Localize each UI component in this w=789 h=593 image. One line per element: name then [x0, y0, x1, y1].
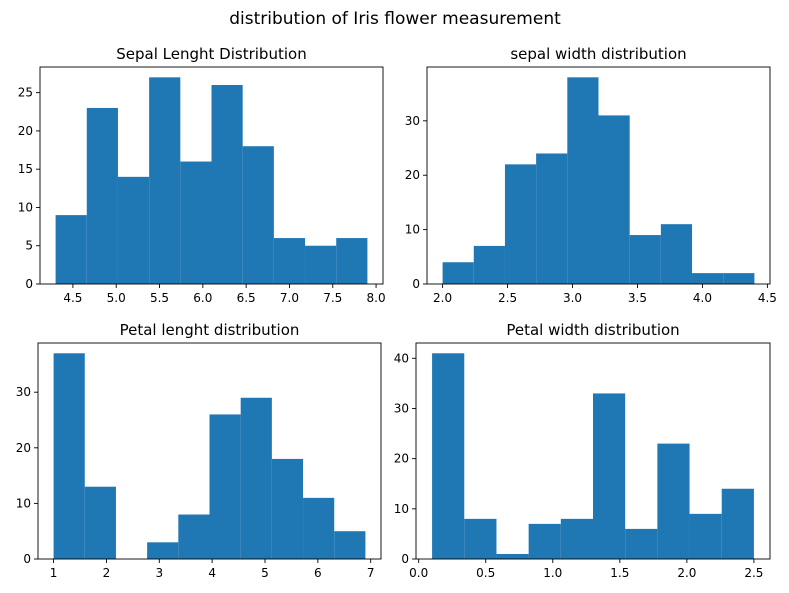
y-tick-label: 20 [405, 168, 420, 182]
y-tick-label: 30 [405, 114, 420, 128]
histogram-bar [149, 77, 181, 284]
histogram-bar [334, 531, 366, 559]
subplots: Sepal Lenght Distribution 4.5 5.0 5.5 6.0 6.5… [16, 45, 777, 580]
histogram-bar [657, 443, 690, 559]
x-tick-label: 4.5 [758, 291, 777, 305]
y-tick-label: 10 [405, 223, 420, 237]
histogram-bar [723, 273, 755, 284]
histogram-bar [305, 245, 337, 284]
y-tick-label: 30 [394, 401, 409, 415]
x-tick-label: 7.5 [323, 291, 342, 305]
y-tick-label: 0 [25, 277, 33, 291]
histogram-panel-4: Petal width distribution 0.0 0.5 1.0 1.5 2.0 2… [394, 321, 771, 580]
histogram-bar [242, 146, 274, 284]
y-tick-label: 0 [401, 552, 409, 566]
x-tick-label: 1 [50, 566, 58, 580]
x-tick-label: 1.0 [543, 566, 562, 580]
histogram-bar [180, 161, 212, 284]
y-tick-label: 5 [25, 239, 33, 253]
x-tick-label: 6 [314, 566, 322, 580]
histogram-bar [660, 224, 693, 284]
histogram-bar [689, 513, 722, 559]
histogram-bar [178, 514, 210, 559]
panel-title: Petal width distribution [506, 321, 679, 339]
figure-title: distribution of Iris flower measurement [229, 9, 561, 29]
y-tick-label: 20 [16, 441, 31, 455]
x-tick-label: 0.0 [409, 566, 428, 580]
histogram-bar [625, 528, 658, 559]
histogram-bar [593, 393, 626, 559]
x-tick-label: 1.5 [610, 566, 629, 580]
x-tick-label: 3.5 [628, 291, 647, 305]
panel-title: Sepal Lenght Distribution [116, 45, 306, 63]
histogram-bar [442, 262, 474, 284]
histogram-bar [496, 553, 529, 559]
y-tick-label: 25 [18, 86, 33, 100]
histogram-bar [504, 164, 537, 284]
histogram-bar [721, 488, 754, 559]
x-tick-label: 8.0 [367, 291, 386, 305]
axes-frame [415, 342, 771, 560]
x-tick-label: 5.0 [107, 291, 126, 305]
histogram-panel-2: sepal width distribution 2.0 2.5 3.0 3.5 4.0 4… [405, 45, 777, 305]
x-tick-label: 7 [367, 566, 375, 580]
y-tick-label: 15 [18, 162, 33, 176]
histogram-bar [55, 215, 87, 284]
axes-frame [37, 342, 382, 560]
x-tick-label: 0.5 [476, 566, 495, 580]
histogram-bar [273, 238, 306, 284]
panel-title: Petal lenght distribution [120, 321, 300, 339]
histogram-bar [336, 238, 368, 284]
x-tick-label: 7.0 [280, 291, 299, 305]
histogram-bar [303, 497, 335, 559]
x-tick-label: 2.5 [498, 291, 517, 305]
histogram-bar [598, 115, 630, 285]
x-tick-label: 3.0 [563, 291, 582, 305]
x-tick-label: 5.5 [150, 291, 169, 305]
histogram-bar [536, 153, 568, 284]
histogram-bar [692, 273, 724, 284]
histogram-bar [271, 458, 304, 559]
histogram-bar [473, 245, 505, 284]
x-tick-label: 2 [103, 566, 111, 580]
histogram-bar [528, 523, 561, 559]
histogram-panel-1: Sepal Lenght Distribution 4.5 5.0 5.5 6.0 6.5… [18, 45, 386, 305]
y-tick-label: 20 [394, 452, 409, 466]
y-tick-label: 0 [23, 552, 31, 566]
histogram-bar [240, 397, 272, 559]
x-tick-label: 4.5 [63, 291, 82, 305]
histogram-bar [464, 518, 497, 559]
x-tick-label: 2.0 [677, 566, 696, 580]
x-tick-label: 6.0 [193, 291, 212, 305]
x-tick-label: 3 [155, 566, 163, 580]
x-tick-label: 4 [208, 566, 216, 580]
y-tick-label: 30 [16, 385, 31, 399]
x-tick-label: 5 [261, 566, 269, 580]
y-tick-label: 20 [18, 124, 33, 138]
y-tick-label: 10 [16, 496, 31, 510]
histogram-bar [209, 414, 241, 559]
x-tick-label: 2.0 [433, 291, 452, 305]
histogram-panel-3: Petal lenght distribution 1 2 3 4 5 6 7 0 10 20 30 [16, 321, 382, 580]
histogram-bar [211, 84, 243, 284]
histogram-bar [560, 518, 593, 559]
histogram-bar [629, 235, 661, 284]
y-tick-label: 10 [394, 502, 409, 516]
y-tick-label: 10 [18, 200, 33, 214]
histogram-bar [567, 77, 599, 284]
x-tick-label: 2.5 [744, 566, 763, 580]
x-tick-label: 6.5 [237, 291, 256, 305]
histogram-bar [84, 486, 116, 559]
histogram-bar [147, 542, 179, 559]
axes-frame [39, 66, 384, 285]
histogram-bar [117, 176, 150, 284]
y-tick-label: 40 [394, 351, 409, 365]
y-tick-label: 0 [412, 277, 420, 291]
histogram-bar [53, 353, 85, 559]
histogram-bar [432, 353, 465, 559]
panel-title: sepal width distribution [510, 45, 686, 63]
histogram-bar [86, 107, 118, 284]
x-tick-label: 4.0 [693, 291, 712, 305]
